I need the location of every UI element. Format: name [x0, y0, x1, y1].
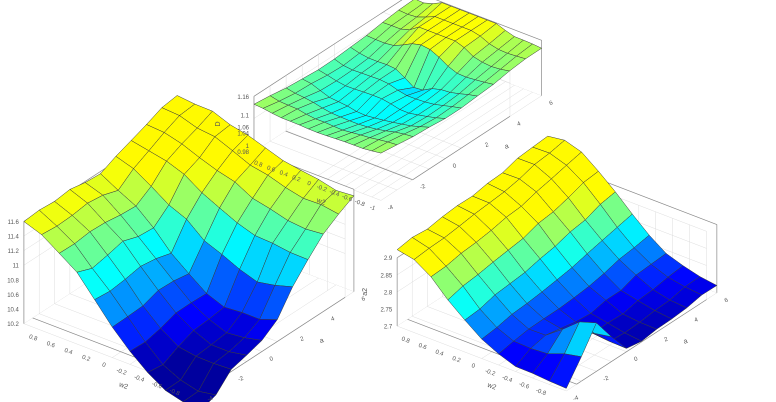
svg-text:1.06: 1.06 — [237, 126, 249, 132]
svg-text:11.2: 11.2 — [8, 249, 20, 255]
svg-text:2.8: 2.8 — [384, 290, 393, 296]
svg-text:11: 11 — [13, 264, 20, 270]
svg-text:11.6: 11.6 — [8, 220, 20, 226]
svg-text:10.2: 10.2 — [7, 322, 19, 328]
svg-text:a2: a2 — [362, 288, 369, 296]
svg-text:1.1: 1.1 — [241, 113, 250, 119]
svg-text:D: D — [215, 121, 222, 126]
svg-text:2.85: 2.85 — [381, 273, 393, 279]
svg-text:2.7: 2.7 — [384, 325, 393, 331]
svg-text:11.4: 11.4 — [8, 235, 20, 241]
svg-text:10.6: 10.6 — [7, 293, 19, 299]
svg-text:1.04: 1.04 — [237, 132, 249, 138]
svg-text:10.4: 10.4 — [7, 308, 19, 314]
svg-text:1.16: 1.16 — [237, 95, 249, 101]
svg-text:10.8: 10.8 — [7, 278, 19, 284]
svg-text:2.9: 2.9 — [384, 256, 393, 262]
svg-text:0.98: 0.98 — [237, 150, 249, 156]
svg-text:2.75: 2.75 — [381, 308, 393, 314]
